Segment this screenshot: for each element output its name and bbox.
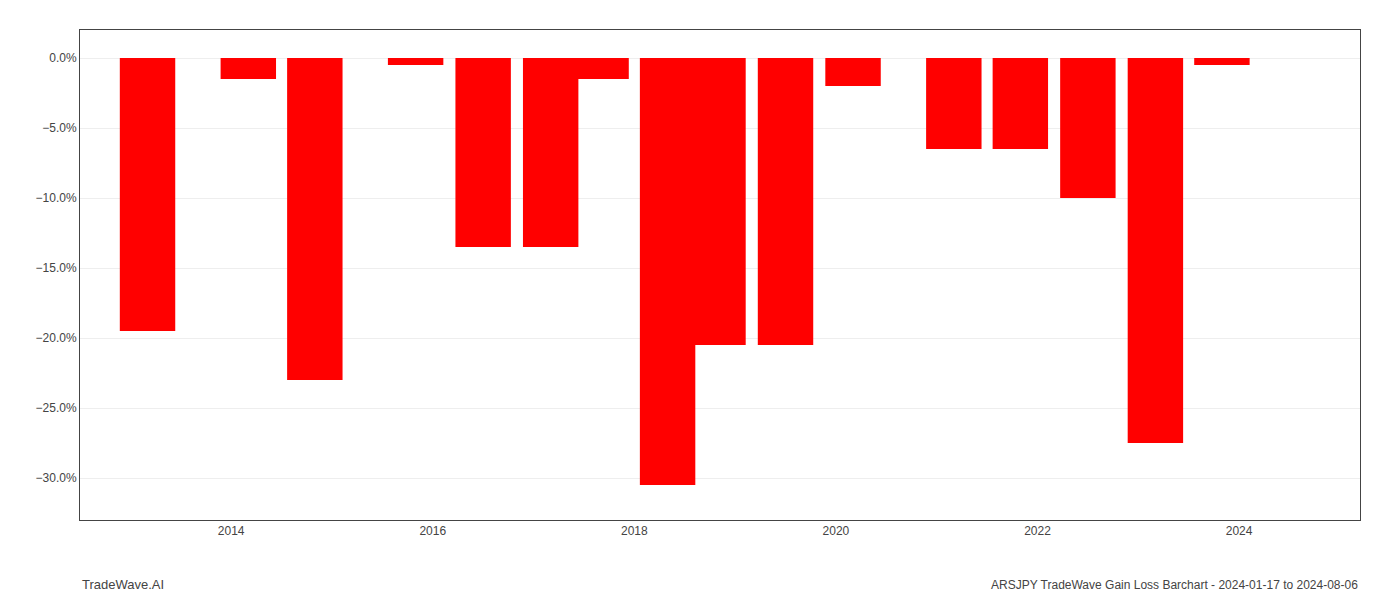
svg-text:−30.0%: −30.0% <box>36 471 77 485</box>
svg-text:−10.0%: −10.0% <box>36 191 77 205</box>
svg-text:2022: 2022 <box>1024 524 1051 538</box>
svg-text:0.0%: 0.0% <box>49 51 77 65</box>
svg-text:−20.0%: −20.0% <box>36 331 77 345</box>
svg-text:2024: 2024 <box>1226 524 1253 538</box>
svg-text:−15.0%: −15.0% <box>36 261 77 275</box>
svg-text:2020: 2020 <box>823 524 850 538</box>
svg-text:2016: 2016 <box>419 524 446 538</box>
svg-text:ARSJPY TradeWave Gain Loss Bar: ARSJPY TradeWave Gain Loss Barchart - 20… <box>991 578 1358 592</box>
svg-text:TradeWave.AI: TradeWave.AI <box>82 577 164 592</box>
svg-text:2018: 2018 <box>621 524 648 538</box>
svg-text:2014: 2014 <box>218 524 245 538</box>
svg-text:−5.0%: −5.0% <box>42 121 77 135</box>
svg-text:−25.0%: −25.0% <box>36 401 77 415</box>
